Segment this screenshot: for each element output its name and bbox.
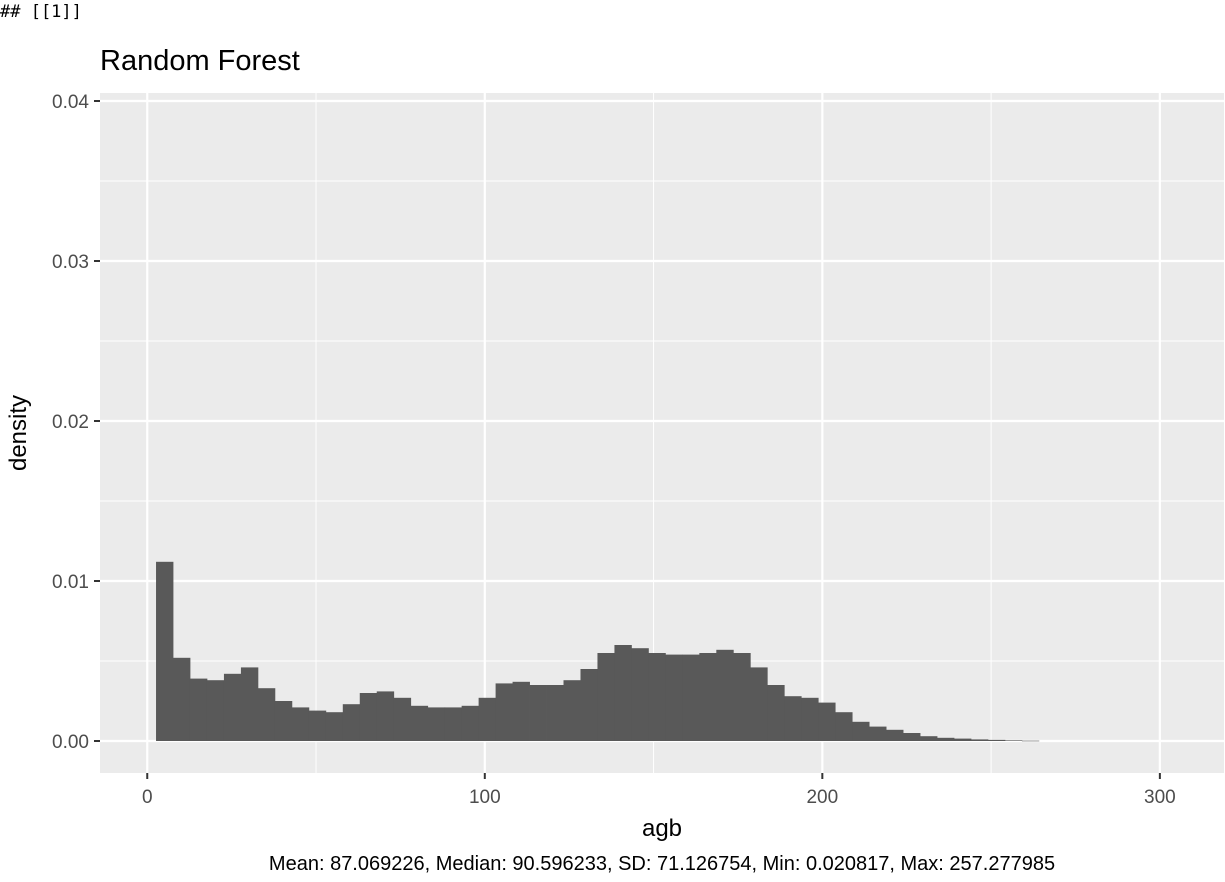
x-axis-label: agb — [642, 815, 682, 842]
histogram-bar — [325, 712, 344, 741]
histogram-bar — [173, 657, 191, 741]
histogram-bar — [257, 688, 276, 741]
histogram-bar — [699, 653, 717, 741]
histogram-bar — [920, 736, 938, 741]
histogram-bar — [427, 707, 446, 741]
y-tick-label: 0.01 — [52, 572, 89, 593]
x-tick-label: 200 — [806, 787, 838, 808]
histogram-bar — [937, 737, 955, 741]
histogram-bar — [223, 673, 242, 741]
histogram-bar — [903, 733, 921, 741]
histogram-bar — [886, 729, 904, 741]
histogram-bar — [733, 653, 751, 741]
histogram-bar — [580, 669, 598, 741]
histogram-bar — [376, 691, 395, 741]
histogram-bar — [682, 654, 700, 741]
histogram-bar — [393, 697, 412, 741]
histogram-bar — [987, 739, 1006, 741]
histogram-bar — [529, 685, 547, 741]
histogram-bar — [597, 653, 615, 741]
histogram-bar — [563, 680, 581, 741]
histogram-bar — [546, 685, 564, 741]
y-axis-label: density — [5, 395, 32, 471]
histogram-bar — [410, 705, 429, 741]
histogram-bar — [1021, 740, 1040, 742]
histogram-bar — [308, 710, 327, 741]
histogram-bar — [461, 705, 480, 741]
histogram-bars — [156, 561, 1040, 742]
chart-title: Random Forest — [100, 45, 300, 77]
axes: 0.00 0.01 0.02 0.03 0.04 0 100 200 300 — [52, 92, 1176, 808]
histogram-bar — [156, 561, 174, 741]
histogram-bar — [665, 654, 683, 741]
x-tick-label: 300 — [1144, 787, 1176, 808]
histogram-bar — [444, 707, 463, 741]
summary-caption: Mean: 87.069226, Median: 90.596233, SD: … — [269, 853, 1055, 875]
histogram-bar — [1004, 740, 1023, 741]
histogram-bar — [954, 738, 972, 741]
histogram-bar — [716, 649, 734, 741]
x-tick-label: 100 — [469, 787, 501, 808]
histogram-bar — [801, 697, 819, 741]
y-tick-label: 0.02 — [52, 412, 89, 433]
histogram-bar — [784, 696, 802, 741]
histogram-bar — [970, 739, 989, 741]
histogram-bar — [342, 704, 361, 741]
histogram-bar — [835, 712, 853, 741]
histogram-bar — [495, 683, 513, 741]
y-tick-label: 0.00 — [52, 732, 89, 753]
y-tick-label: 0.03 — [52, 252, 89, 273]
histogram-bar — [291, 707, 310, 741]
histogram-bar — [750, 667, 768, 741]
histogram-bar — [852, 721, 870, 741]
histogram-bar — [478, 697, 496, 741]
histogram-bar — [240, 667, 259, 741]
histogram-bar — [359, 693, 378, 741]
histogram-bar — [869, 726, 887, 741]
console-output-prefix: ## [[1]] — [0, 2, 82, 22]
x-tick-label: 0 — [142, 787, 153, 808]
histogram-bar — [274, 701, 293, 741]
histogram-bar — [614, 645, 632, 741]
y-tick-label: 0.04 — [52, 92, 89, 113]
histogram-bar — [767, 685, 785, 741]
histogram-bar — [189, 678, 208, 741]
histogram-bar — [648, 653, 666, 741]
histogram-bar — [512, 681, 530, 741]
histogram-bar — [631, 648, 649, 741]
histogram-bar — [206, 680, 225, 741]
histogram-bar — [818, 702, 836, 741]
